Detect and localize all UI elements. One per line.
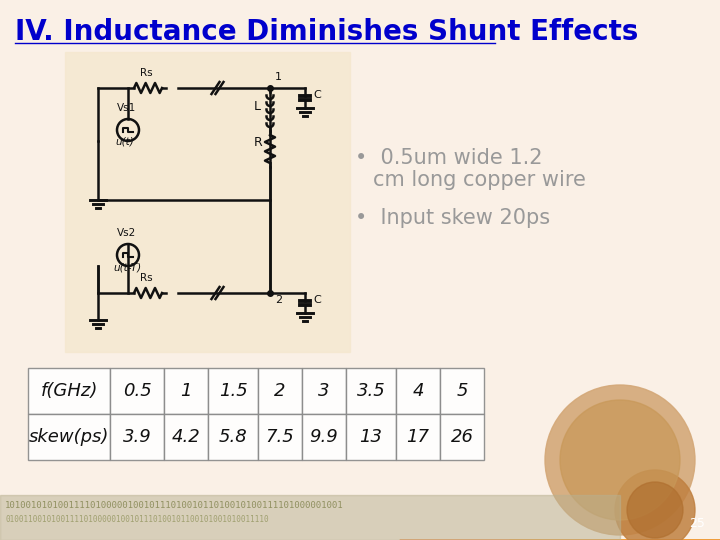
Bar [346, 414, 396, 460]
Text: u(t): u(t) [115, 137, 134, 147]
Text: 3.9: 3.9 [122, 428, 151, 446]
Circle shape [545, 385, 695, 535]
Text: Vs1: Vs1 [117, 103, 136, 113]
Bar [346, 368, 396, 414]
Bar [258, 414, 302, 460]
Circle shape [615, 470, 695, 540]
Bar [302, 414, 346, 460]
Text: R: R [254, 136, 263, 149]
Text: skew(ps): skew(ps) [29, 428, 109, 446]
Bar [208, 368, 258, 414]
Text: 5.8: 5.8 [219, 428, 248, 446]
Text: C: C [313, 295, 320, 305]
Circle shape [560, 400, 680, 520]
Bar [164, 414, 208, 460]
Text: 13: 13 [359, 428, 382, 446]
Bar [396, 368, 440, 414]
Text: 9.9: 9.9 [310, 428, 338, 446]
Text: 3: 3 [318, 382, 330, 400]
Text: 5: 5 [456, 382, 468, 400]
Text: 4: 4 [413, 382, 424, 400]
Bar [302, 368, 346, 414]
Text: Vs2: Vs2 [117, 228, 136, 238]
Bar [208, 414, 258, 460]
Bar [440, 368, 484, 414]
Text: 3.5: 3.5 [356, 382, 385, 400]
Text: L: L [254, 100, 261, 113]
Bar [0, 495, 620, 540]
Text: 101001010100111101000001001011101001011010010100111101000001001: 1010010101001111010000010010111010010110… [5, 501, 343, 510]
Text: 1: 1 [180, 382, 192, 400]
Text: 17: 17 [407, 428, 430, 446]
Text: u(t-T): u(t-T) [113, 262, 141, 272]
Text: 0.5: 0.5 [122, 382, 151, 400]
Text: 010011001010011110100000100101110100101100101001010011110: 0100110010100111101000001001011101001011… [5, 515, 269, 524]
Text: IV. Inductance Diminishes Shunt Effects: IV. Inductance Diminishes Shunt Effects [15, 18, 639, 46]
Bar [164, 368, 208, 414]
Bar [396, 414, 440, 460]
Bar [110, 368, 164, 414]
Text: 1.5: 1.5 [219, 382, 248, 400]
Bar [440, 414, 484, 460]
Circle shape [627, 482, 683, 538]
Bar [28, 368, 110, 414]
Text: •  Input skew 20ps: • Input skew 20ps [355, 208, 550, 228]
Bar [110, 414, 164, 460]
Text: f(GHz): f(GHz) [40, 382, 98, 400]
Bar [258, 368, 302, 414]
Text: •  0.5um wide 1.2: • 0.5um wide 1.2 [355, 148, 542, 168]
Text: C: C [313, 90, 320, 100]
Text: 2: 2 [275, 295, 282, 305]
Text: Rs: Rs [140, 68, 153, 78]
Bar [65, 52, 350, 352]
Text: 7.5: 7.5 [266, 428, 294, 446]
Bar [28, 414, 110, 460]
Text: 2: 2 [274, 382, 286, 400]
Text: 25: 25 [689, 517, 705, 530]
Text: Rs: Rs [140, 273, 153, 283]
Text: 26: 26 [451, 428, 474, 446]
Text: 4.2: 4.2 [171, 428, 200, 446]
Text: 1: 1 [275, 72, 282, 82]
Text: cm long copper wire: cm long copper wire [373, 170, 586, 190]
